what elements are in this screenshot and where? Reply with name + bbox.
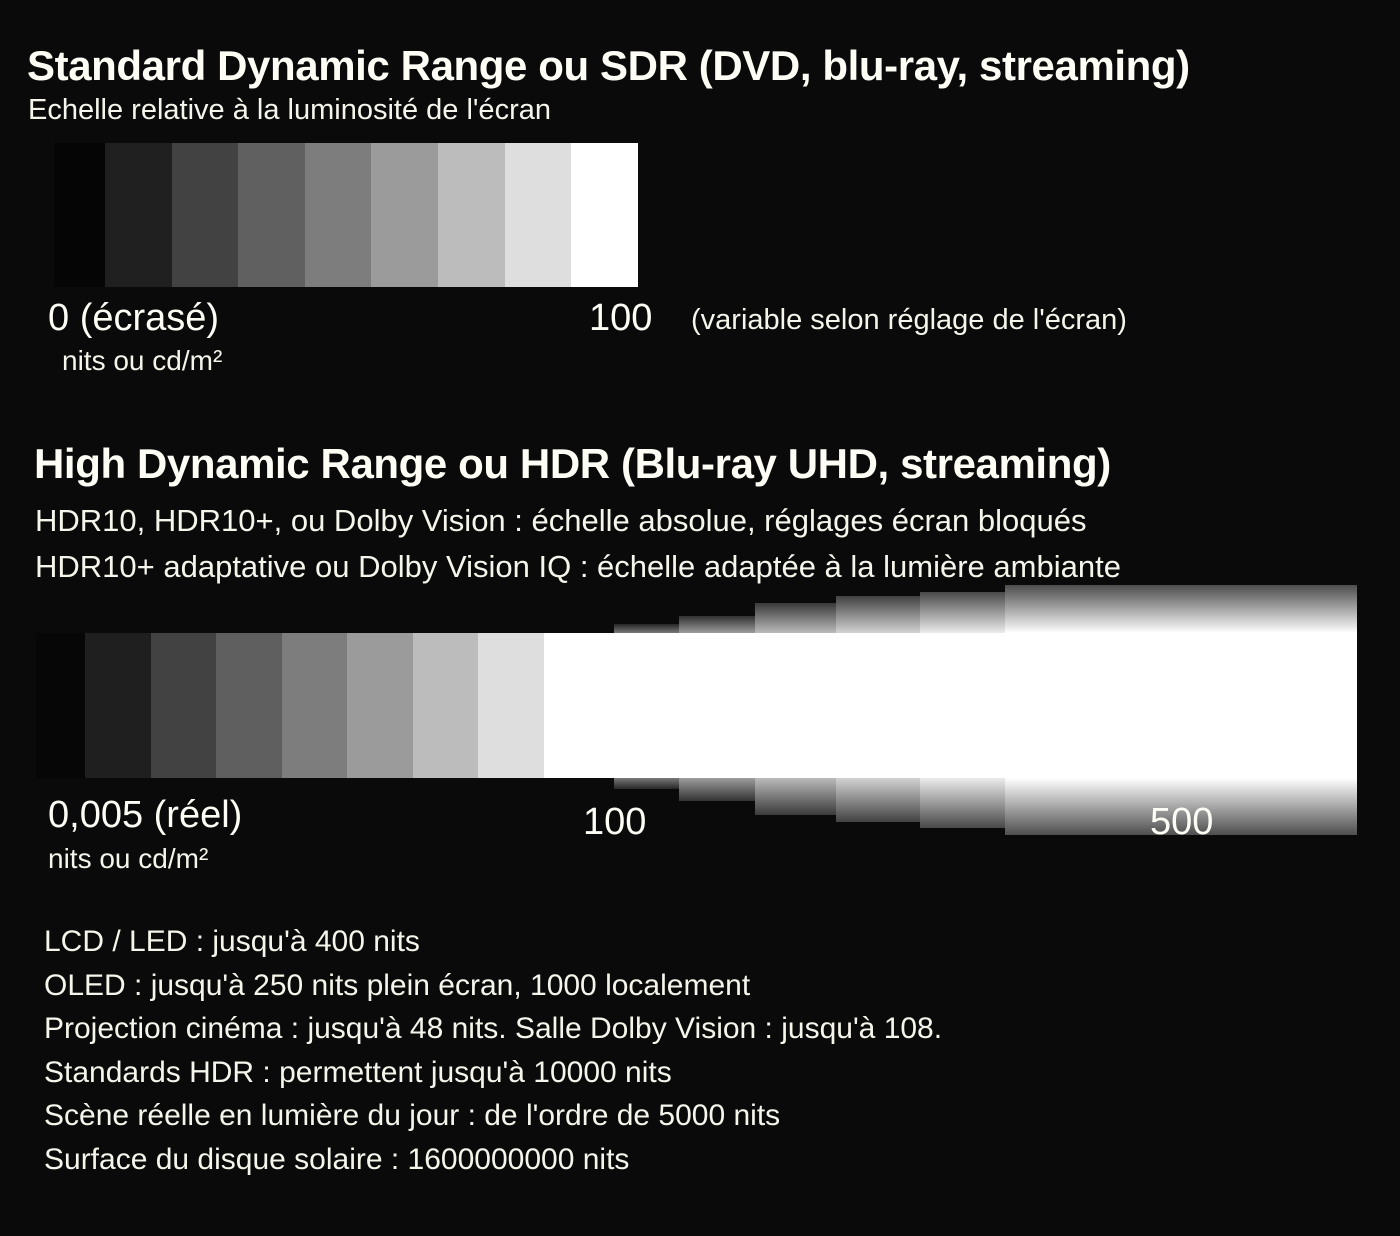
note-scene: Scène réelle en lumière du jour : de l'o… [44,1099,781,1132]
scale-segment [571,143,638,287]
hdr-bloom-above [1005,585,1357,633]
note-standards: Standards HDR : permettent jusqu'à 10000… [44,1055,672,1089]
scale-segment [216,633,282,778]
scale-segment [478,633,544,778]
scale-segment [238,143,305,287]
hdr-bloom-below [614,778,679,789]
hdr-bloom-above [920,592,1005,633]
scale-segment [150,633,216,778]
scale-segment [437,143,505,287]
sdr-title: Standard Dynamic Range ou SDR (DVD, blu-… [27,42,1190,89]
hdr-100-label: 100 [583,801,647,843]
sdr-units-label: nits ou cd/m² [62,345,223,376]
scale-segment [54,143,105,287]
scale-segment [85,633,151,778]
scale-segment [105,143,172,287]
sdr-variable-note: (variable selon réglage de l'écran) [691,304,1127,336]
scale-segment [171,143,239,287]
scale-segment [347,633,413,778]
scale-segment [543,633,1357,778]
note-oled: OLED : jusqu'à 250 nits plein écran, 100… [44,968,751,1002]
scale-segment [36,633,85,778]
scale-segment [304,143,372,287]
sdr-100-label: 100 [589,297,653,339]
hdr-desc-line1: HDR10, HDR10+, ou Dolby Vision : échelle… [35,503,1087,538]
hdr-bloom-below [920,778,1005,828]
hdr-bloom-above [755,603,836,633]
scale-segment [412,633,478,778]
hdr-bloom-below [679,778,755,801]
hdr-zero-label: 0,005 (réel) [48,794,243,836]
hdr-bloom-above [679,616,755,633]
hdr-bloom-above [836,596,920,633]
hdr-bloom-below [836,778,920,822]
scale-segment [504,143,572,287]
scale-segment [371,143,438,287]
hdr-title: High Dynamic Range ou HDR (Blu-ray UHD, … [34,440,1111,487]
notes-list: LCD / LED : jusqu'à 400 nits OLED : jusq… [44,920,942,1181]
sdr-bar [54,143,638,287]
hdr-bloom-below [755,778,836,815]
note-lcd: LCD / LED : jusqu'à 400 nits [44,925,420,958]
sdr-zero-label: 0 (écrasé) [48,297,220,339]
hdr-bar [36,585,1357,835]
sdr-subtitle: Echelle relative à la luminosité de l'éc… [28,94,551,126]
hdr-units-label: nits ou cd/m² [48,843,209,874]
hdr-bloom-above [614,624,679,633]
scale-segment [281,633,347,778]
hdr-desc-line2: HDR10+ adaptative ou Dolby Vision IQ : é… [35,549,1121,584]
note-projection: Projection cinéma : jusqu'à 48 nits. Sal… [44,1012,943,1045]
note-sun: Surface du disque solaire : 1600000000 n… [44,1142,630,1176]
hdr-500-label: 500 [1150,801,1214,843]
